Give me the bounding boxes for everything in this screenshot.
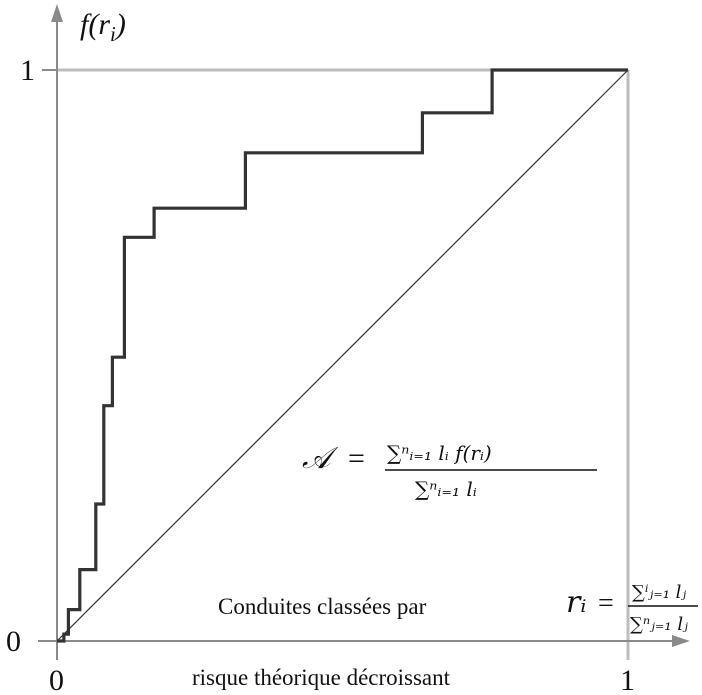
area-equals: = <box>348 442 365 475</box>
area-symbol: 𝒜 <box>302 441 339 476</box>
unit-frame <box>57 68 630 660</box>
axes <box>38 4 690 660</box>
diagonal-reference-line <box>56 69 629 642</box>
x-axis-equals: = <box>598 588 614 619</box>
x-axis-title: rᵢ <box>566 585 586 620</box>
y-tick-label-0: 0 <box>6 625 21 658</box>
x-tick-label-1: 1 <box>620 664 635 695</box>
x-axis-arrowhead <box>672 635 690 647</box>
y-axis-arrowhead <box>51 4 63 22</box>
area-numerator: ∑ⁿᵢ₌₁ lᵢ f(rᵢ) <box>387 441 492 465</box>
y-tick-label-1: 1 <box>20 54 35 87</box>
x-axis-numerator: ∑ⁱⱼ₌₁ lⱼ <box>632 582 686 603</box>
series-layer <box>56 68 629 643</box>
caption-line-2: risque théorique décroissant <box>192 665 451 690</box>
x-axis-denominator: ∑ⁿⱼ₌₁ lⱼ <box>630 614 688 635</box>
labels-layer: f(ri) 1 0 0 1 𝒜 = ∑ⁿᵢ₌₁ lᵢ f(rᵢ) ∑ⁿᵢ₌₁ l… <box>6 8 698 695</box>
area-denominator: ∑ⁿᵢ₌₁ lᵢ <box>415 477 477 501</box>
step-curve-line <box>57 68 628 643</box>
y-axis-title: f(ri) <box>80 8 126 46</box>
caption-line-1: Conduites classées par <box>218 594 427 619</box>
x-tick-label-0: 0 <box>49 664 64 695</box>
